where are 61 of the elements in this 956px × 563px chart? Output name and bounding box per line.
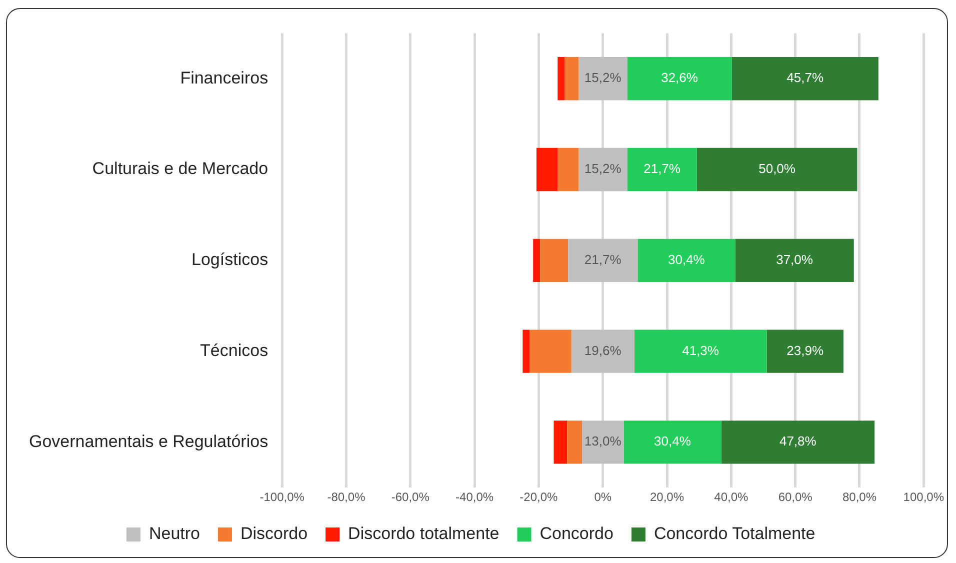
y-tick-label: Financeiros — [180, 68, 268, 88]
bar — [522, 330, 530, 373]
legend-label: Concordo — [540, 524, 614, 544]
bar — [578, 148, 628, 192]
legend-label: Discordo totalmente — [348, 524, 500, 544]
x-tick-label: -100,0% — [260, 490, 305, 504]
x-tick-label: 60,0% — [778, 490, 813, 504]
bar — [558, 148, 578, 192]
bar — [638, 238, 736, 282]
y-tick-label: Culturais e de Mercado — [92, 159, 268, 178]
bar — [554, 420, 568, 464]
x-tick-label: 80,0% — [842, 490, 877, 504]
bar — [732, 57, 878, 100]
data-label: 23,9% — [786, 342, 824, 358]
data-label: 47,8% — [779, 434, 817, 449]
x-tick-label: -20,0% — [520, 490, 558, 504]
bar — [568, 238, 638, 282]
x-tick-label: -40,0% — [456, 490, 494, 504]
bar — [627, 57, 732, 100]
data-label: 19,6% — [584, 342, 622, 358]
data-label: 21,7% — [584, 252, 622, 267]
bar — [540, 238, 568, 282]
data-label: 21,7% — [644, 161, 681, 176]
data-label: 15,2% — [584, 70, 622, 86]
legend-label: Discordo — [240, 524, 308, 544]
x-tick-label: 20,0% — [650, 490, 684, 504]
data-label: 45,7% — [786, 70, 824, 86]
bar — [721, 420, 875, 464]
x-tick-label: -60,0% — [391, 490, 430, 504]
bar — [533, 238, 540, 282]
y-tick-label: Técnicos — [200, 340, 268, 360]
x-tick-label: 40,0% — [714, 490, 749, 504]
x-tick-label: 0% — [594, 490, 612, 504]
bar — [634, 330, 767, 373]
x-tick-label: -80,0% — [327, 490, 366, 504]
bar — [624, 420, 722, 464]
bar — [735, 238, 854, 282]
bar — [564, 57, 578, 100]
legend-label: Concordo Totalmente — [654, 524, 816, 544]
bar — [582, 420, 624, 464]
data-label: 13,0% — [584, 434, 622, 449]
bar — [627, 148, 697, 192]
bar — [558, 57, 565, 100]
data-label: 37,0% — [776, 252, 814, 267]
data-label: 15,2% — [584, 161, 622, 176]
y-tick-label: Governamentais e Regulatórios — [28, 432, 268, 451]
data-label: 41,3% — [682, 342, 720, 358]
bar — [578, 57, 628, 100]
data-label: 50,0% — [758, 161, 796, 176]
x-tick-label: 100,0% — [903, 490, 944, 504]
data-label: 30,4% — [654, 434, 692, 449]
bar — [536, 148, 558, 192]
data-label: 32,6% — [661, 70, 698, 86]
legend-label: Neutro — [148, 524, 200, 544]
bar — [530, 330, 572, 373]
bar — [766, 330, 844, 373]
bar — [571, 330, 634, 373]
y-tick-label: Logísticos — [192, 250, 268, 270]
data-label: 30,4% — [668, 252, 706, 267]
bar — [567, 420, 582, 464]
bar — [696, 148, 858, 192]
